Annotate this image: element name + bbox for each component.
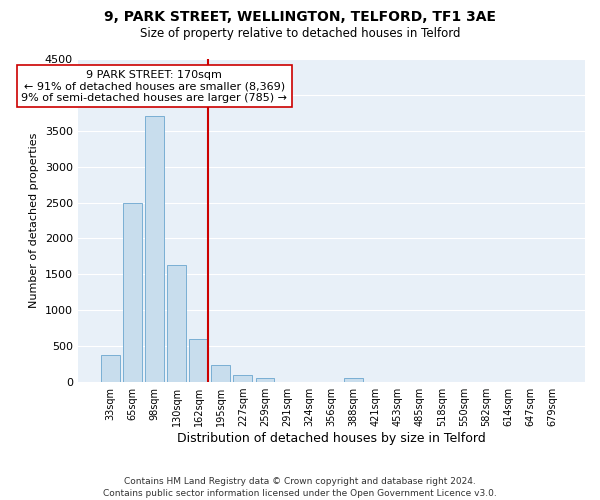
Text: 9, PARK STREET, WELLINGTON, TELFORD, TF1 3AE: 9, PARK STREET, WELLINGTON, TELFORD, TF1…: [104, 10, 496, 24]
Text: Contains HM Land Registry data © Crown copyright and database right 2024.
Contai: Contains HM Land Registry data © Crown c…: [103, 476, 497, 498]
Bar: [123, 202, 142, 382]
Bar: [344, 378, 363, 382]
Bar: [189, 339, 208, 382]
Text: Size of property relative to detached houses in Telford: Size of property relative to detached ho…: [140, 28, 460, 40]
Bar: [211, 365, 230, 382]
X-axis label: Distribution of detached houses by size in Telford: Distribution of detached houses by size …: [177, 432, 486, 445]
Text: 9 PARK STREET: 170sqm
← 91% of detached houses are smaller (8,369)
9% of semi-de: 9 PARK STREET: 170sqm ← 91% of detached …: [22, 70, 287, 103]
Bar: [256, 378, 274, 382]
Bar: [167, 265, 186, 382]
Y-axis label: Number of detached properties: Number of detached properties: [29, 133, 39, 308]
Bar: [233, 375, 252, 382]
Bar: [101, 355, 119, 382]
Bar: [145, 116, 164, 382]
